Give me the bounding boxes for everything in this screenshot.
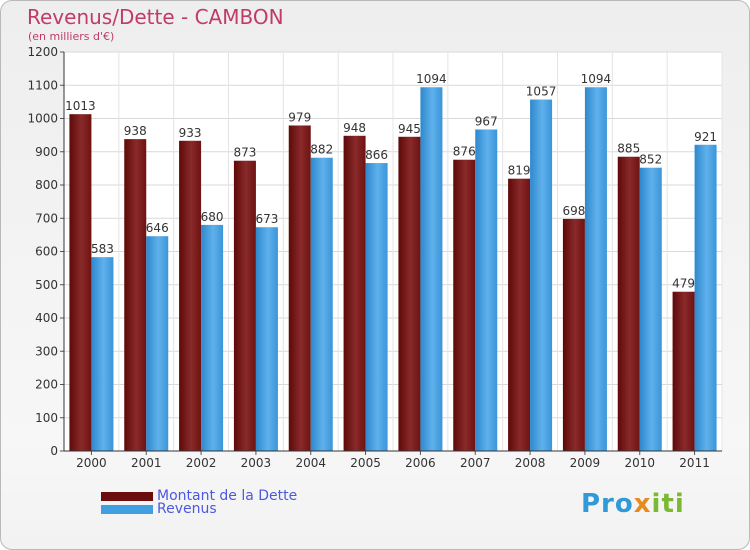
data-label: 646 <box>146 221 169 235</box>
bar-dette <box>562 218 585 451</box>
x-tick-label: 2006 <box>405 456 436 470</box>
chart-title: Revenus/Dette - CAMBON <box>27 5 284 29</box>
data-label: 882 <box>310 143 333 157</box>
x-tick-label: 2000 <box>76 456 107 470</box>
bar-revenus <box>530 99 553 452</box>
data-label: 945 <box>398 122 421 136</box>
bar-revenus <box>639 167 662 451</box>
x-tick-label: 2010 <box>624 456 655 470</box>
data-label: 866 <box>365 148 388 162</box>
bar-dette <box>69 114 92 452</box>
bar-dette <box>179 140 202 451</box>
data-label: 948 <box>343 121 366 135</box>
bar-revenus <box>420 87 443 452</box>
y-tick-label: 700 <box>35 211 58 225</box>
legend-item-debt: Montant de la Dette <box>101 488 297 504</box>
data-label: 852 <box>639 153 662 167</box>
x-tick-label: 2002 <box>186 456 217 470</box>
bar-revenus <box>146 236 169 451</box>
data-label: 583 <box>91 242 114 256</box>
y-tick-label: 100 <box>35 411 58 425</box>
proxiti-logo: Proxiti <box>581 489 685 519</box>
y-tick-label: 900 <box>35 145 58 159</box>
data-label: 873 <box>233 146 256 160</box>
legend-item-revenus: Revenus <box>101 501 217 517</box>
bar-dette <box>453 159 476 452</box>
y-tick-label: 0 <box>50 444 58 458</box>
bar-revenus <box>255 227 278 451</box>
y-tick-label: 500 <box>35 278 58 292</box>
bar-dette <box>617 156 640 452</box>
y-tick-label: 400 <box>35 311 58 325</box>
bar-revenus <box>365 163 388 451</box>
bar-revenus <box>91 257 114 451</box>
data-label: 876 <box>453 145 476 159</box>
bar-revenus <box>201 224 224 451</box>
data-label: 885 <box>617 142 640 156</box>
bar-dette <box>124 139 147 452</box>
bar-dette <box>288 125 311 452</box>
bar-revenus <box>584 87 607 452</box>
legend-label-debt: Montant de la Dette <box>157 488 298 504</box>
y-tick-label: 1000 <box>27 112 58 126</box>
legend-swatch-revenus <box>101 504 153 514</box>
y-tick-label: 1100 <box>27 78 58 92</box>
bar-revenus <box>310 157 333 452</box>
data-label: 1057 <box>526 85 557 99</box>
data-label: 819 <box>508 164 531 178</box>
y-tick-label: 600 <box>35 245 58 259</box>
y-tick-label: 800 <box>35 178 58 192</box>
x-tick-label: 2011 <box>679 456 710 470</box>
x-tick-label: 2009 <box>570 456 601 470</box>
bar-dette <box>398 136 421 451</box>
x-tick-label: 2004 <box>295 456 326 470</box>
x-tick-label: 2001 <box>131 456 162 470</box>
y-tick-label: 200 <box>35 378 58 392</box>
x-tick-label: 2007 <box>460 456 491 470</box>
data-label: 938 <box>124 124 147 138</box>
data-label: 979 <box>288 110 311 124</box>
legend-label-revenus: Revenus <box>157 501 217 517</box>
data-label: 933 <box>179 126 202 140</box>
y-tick-label: 1200 <box>27 45 58 59</box>
x-tick-label: 2005 <box>350 456 381 470</box>
bar-revenus <box>475 129 498 451</box>
chart-subtitle: (en milliers d'€) <box>28 30 115 43</box>
x-tick-label: 2003 <box>241 456 272 470</box>
data-label: 698 <box>562 204 585 218</box>
bar-dette <box>672 291 695 451</box>
legend-swatch-debt <box>101 491 153 501</box>
data-label: 479 <box>672 277 695 291</box>
bar-dette <box>343 135 366 452</box>
y-tick-label: 300 <box>35 344 58 358</box>
data-label: 967 <box>475 114 498 128</box>
bar-dette <box>508 178 531 451</box>
data-label: 673 <box>255 212 278 226</box>
bar-dette <box>233 160 256 452</box>
data-label: 1094 <box>416 72 447 86</box>
bar-revenus <box>694 144 717 451</box>
x-tick-label: 2008 <box>515 456 546 470</box>
data-label: 1094 <box>581 72 612 86</box>
data-label: 1013 <box>65 99 96 113</box>
data-label: 680 <box>201 210 224 224</box>
data-label: 921 <box>694 130 717 144</box>
